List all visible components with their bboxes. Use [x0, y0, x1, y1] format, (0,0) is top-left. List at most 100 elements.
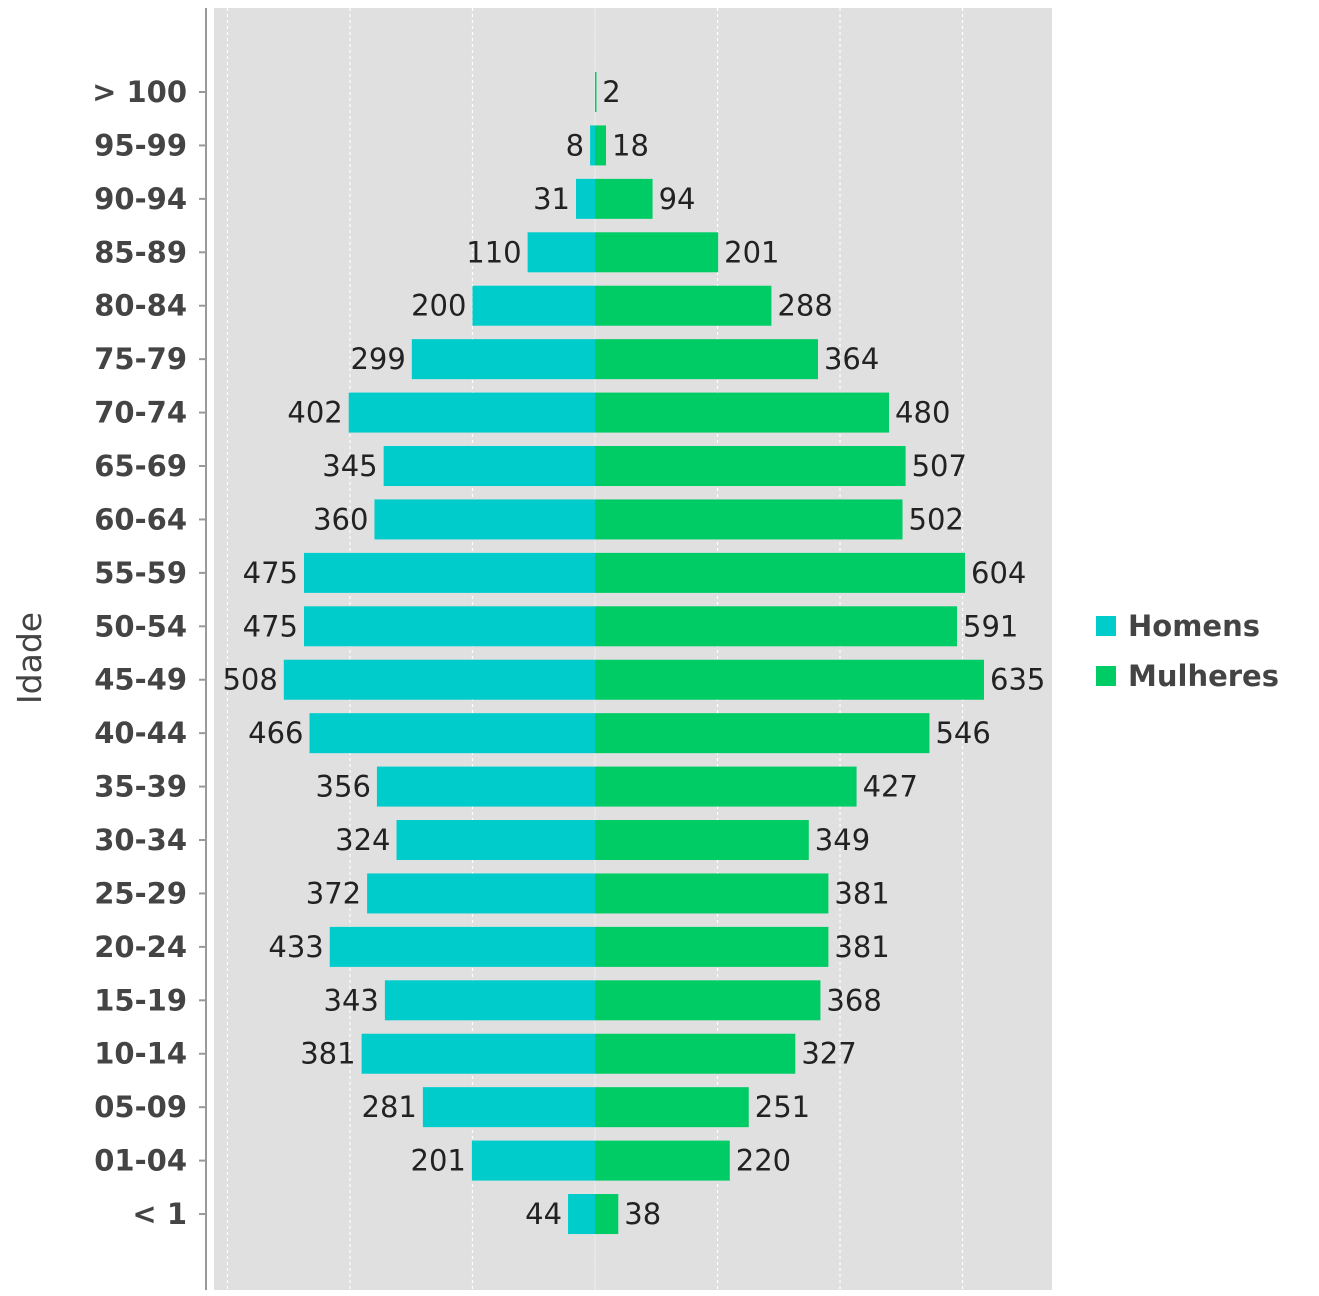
- y-tick-label: 30-34: [94, 823, 187, 857]
- bar-homens: [411, 339, 595, 380]
- data-label-homens: 201: [411, 1144, 466, 1178]
- y-tick-label: 01-04: [94, 1144, 187, 1178]
- y-tick-label: 45-49: [94, 663, 187, 697]
- data-label-homens: 324: [335, 823, 390, 857]
- bar-homens: [304, 552, 595, 593]
- plot-area: [214, 8, 1052, 1290]
- data-label-homens: 356: [316, 770, 371, 804]
- data-label-homens: 508: [222, 663, 277, 697]
- bar-homens: [348, 392, 595, 433]
- bar-mulheres: [595, 446, 906, 487]
- bar-mulheres: [595, 72, 597, 112]
- bar-homens: [576, 178, 595, 219]
- y-axis-title: Idade: [10, 612, 49, 704]
- bar-mulheres: [595, 926, 829, 967]
- data-label-mulheres: 368: [826, 983, 881, 1017]
- bar-homens: [396, 820, 595, 861]
- data-label-mulheres: 381: [834, 876, 889, 910]
- legend-label: Mulheres: [1128, 659, 1279, 693]
- bar-homens: [329, 926, 595, 967]
- bar-mulheres: [595, 392, 890, 433]
- bar-mulheres: [595, 873, 829, 914]
- data-label-mulheres: 327: [801, 1037, 856, 1071]
- data-label-mulheres: 507: [912, 449, 967, 483]
- bar-homens: [568, 1194, 595, 1235]
- bar-mulheres: [595, 1033, 796, 1074]
- data-label-homens: 475: [243, 556, 298, 590]
- bar-mulheres: [595, 1194, 619, 1235]
- bar-homens: [384, 980, 595, 1021]
- bar-homens: [367, 873, 595, 914]
- data-label-mulheres: 18: [612, 128, 649, 162]
- data-label-homens: 360: [313, 502, 368, 536]
- data-label-homens: 381: [300, 1037, 355, 1071]
- bar-mulheres: [595, 285, 772, 326]
- bar-homens: [422, 1087, 595, 1128]
- y-tick-label: 60-64: [94, 502, 187, 536]
- y-tick-label: 20-24: [94, 930, 187, 964]
- bar-homens: [383, 446, 595, 487]
- y-tick-label: > 100: [92, 75, 187, 109]
- y-tick-label: 15-19: [94, 983, 187, 1017]
- data-label-mulheres: 381: [834, 930, 889, 964]
- bar-mulheres: [595, 178, 653, 219]
- y-tick-label: 65-69: [94, 449, 187, 483]
- data-label-homens: 345: [322, 449, 377, 483]
- data-label-homens: 8: [566, 128, 584, 162]
- bar-mulheres: [595, 820, 809, 861]
- bar-homens: [472, 285, 595, 326]
- data-label-homens: 343: [324, 983, 379, 1017]
- bar-mulheres: [595, 552, 966, 593]
- y-tick-label: 35-39: [94, 770, 187, 804]
- data-label-mulheres: 94: [659, 182, 696, 216]
- data-label-mulheres: 427: [863, 770, 918, 804]
- data-label-mulheres: 546: [935, 716, 990, 750]
- data-label-mulheres: 38: [624, 1197, 661, 1231]
- bar-homens: [471, 1140, 595, 1181]
- data-label-homens: 281: [362, 1090, 417, 1124]
- y-tick-label: 90-94: [94, 182, 187, 216]
- legend-swatch: [1096, 666, 1116, 686]
- data-label-homens: 44: [525, 1197, 562, 1231]
- data-label-homens: 433: [268, 930, 323, 964]
- data-label-homens: 466: [248, 716, 303, 750]
- data-label-homens: 475: [243, 609, 298, 643]
- y-tick-label: 70-74: [94, 396, 187, 430]
- data-label-mulheres: 201: [724, 235, 779, 269]
- bar-mulheres: [595, 980, 821, 1021]
- bar-mulheres: [595, 1140, 730, 1181]
- data-label-mulheres: 604: [971, 556, 1026, 590]
- bar-mulheres: [595, 499, 903, 540]
- data-label-homens: 200: [411, 289, 466, 323]
- bar-homens: [361, 1033, 595, 1074]
- bar-mulheres: [595, 125, 607, 166]
- y-tick-label: 40-44: [94, 716, 187, 750]
- y-tick-label: 10-14: [94, 1037, 187, 1071]
- bar-mulheres: [595, 659, 984, 700]
- data-label-mulheres: 635: [990, 663, 1045, 697]
- y-tick-label: < 1: [132, 1197, 187, 1231]
- y-tick-label: 75-79: [94, 342, 187, 376]
- data-label-mulheres: 502: [909, 502, 964, 536]
- y-tick-label: 95-99: [94, 128, 187, 162]
- data-label-homens: 372: [306, 876, 361, 910]
- bar-homens: [376, 766, 595, 807]
- data-label-mulheres: 288: [777, 289, 832, 323]
- bar-mulheres: [595, 232, 719, 273]
- data-label-homens: 31: [533, 182, 570, 216]
- bar-mulheres: [595, 713, 930, 754]
- data-label-mulheres: 220: [736, 1144, 791, 1178]
- legend-label: Homens: [1128, 609, 1260, 643]
- y-tick-label: 85-89: [94, 235, 187, 269]
- data-label-mulheres: 591: [963, 609, 1018, 643]
- bar-homens: [309, 713, 595, 754]
- data-label-homens: 299: [350, 342, 405, 376]
- data-label-mulheres: 251: [755, 1090, 810, 1124]
- legend-swatch: [1096, 616, 1116, 636]
- data-label-mulheres: 364: [824, 342, 879, 376]
- bar-mulheres: [595, 1087, 749, 1128]
- bar-mulheres: [595, 606, 958, 647]
- data-label-mulheres: 480: [895, 396, 950, 430]
